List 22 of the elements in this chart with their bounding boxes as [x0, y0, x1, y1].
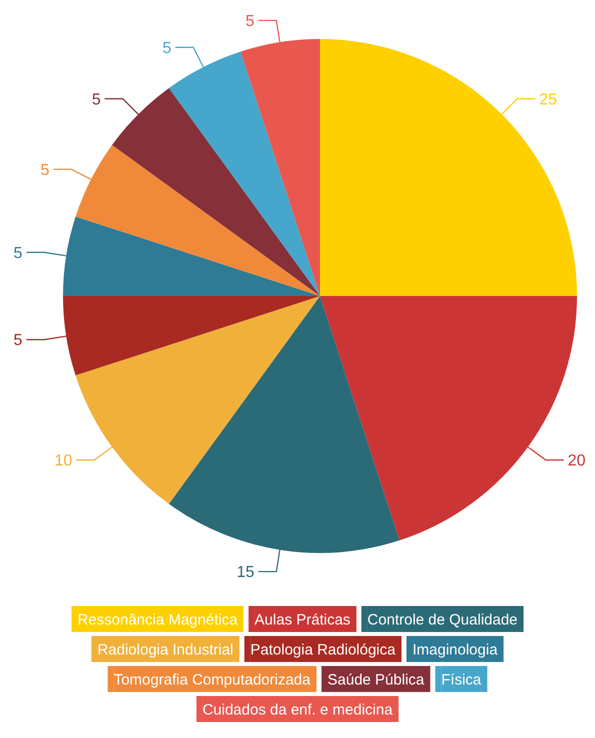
data-label: 5 — [14, 332, 23, 350]
data-label: 5 — [40, 162, 50, 179]
data-label: 5 — [245, 13, 254, 30]
data-label: 20 — [568, 452, 586, 470]
legend-label: Cuidados da enf. e medicina — [202, 701, 394, 718]
data-label: 25 — [539, 91, 558, 108]
legend-label: Imaginologia — [412, 641, 498, 658]
data-label: 10 — [54, 452, 72, 470]
legend-label: Aulas Práticas — [254, 611, 350, 628]
legend-label: Radiologia Industrial — [97, 641, 234, 658]
pie-slice — [320, 39, 577, 296]
legend-label: Saúde Pública — [328, 671, 425, 688]
legend-label: Física — [441, 671, 482, 688]
legend-label: Controle de Qualidade — [367, 611, 518, 628]
legend-label: Tomografia Computadorizada — [114, 671, 312, 688]
data-label: 5 — [14, 244, 23, 262]
data-label: 15 — [236, 564, 254, 582]
data-label: 5 — [92, 91, 101, 108]
legend-label: Patologia Radiológica — [250, 641, 396, 658]
data-label: 5 — [162, 40, 172, 58]
legend-label: Ressonância Magnética — [77, 611, 238, 628]
pie-slice — [76, 296, 320, 504]
